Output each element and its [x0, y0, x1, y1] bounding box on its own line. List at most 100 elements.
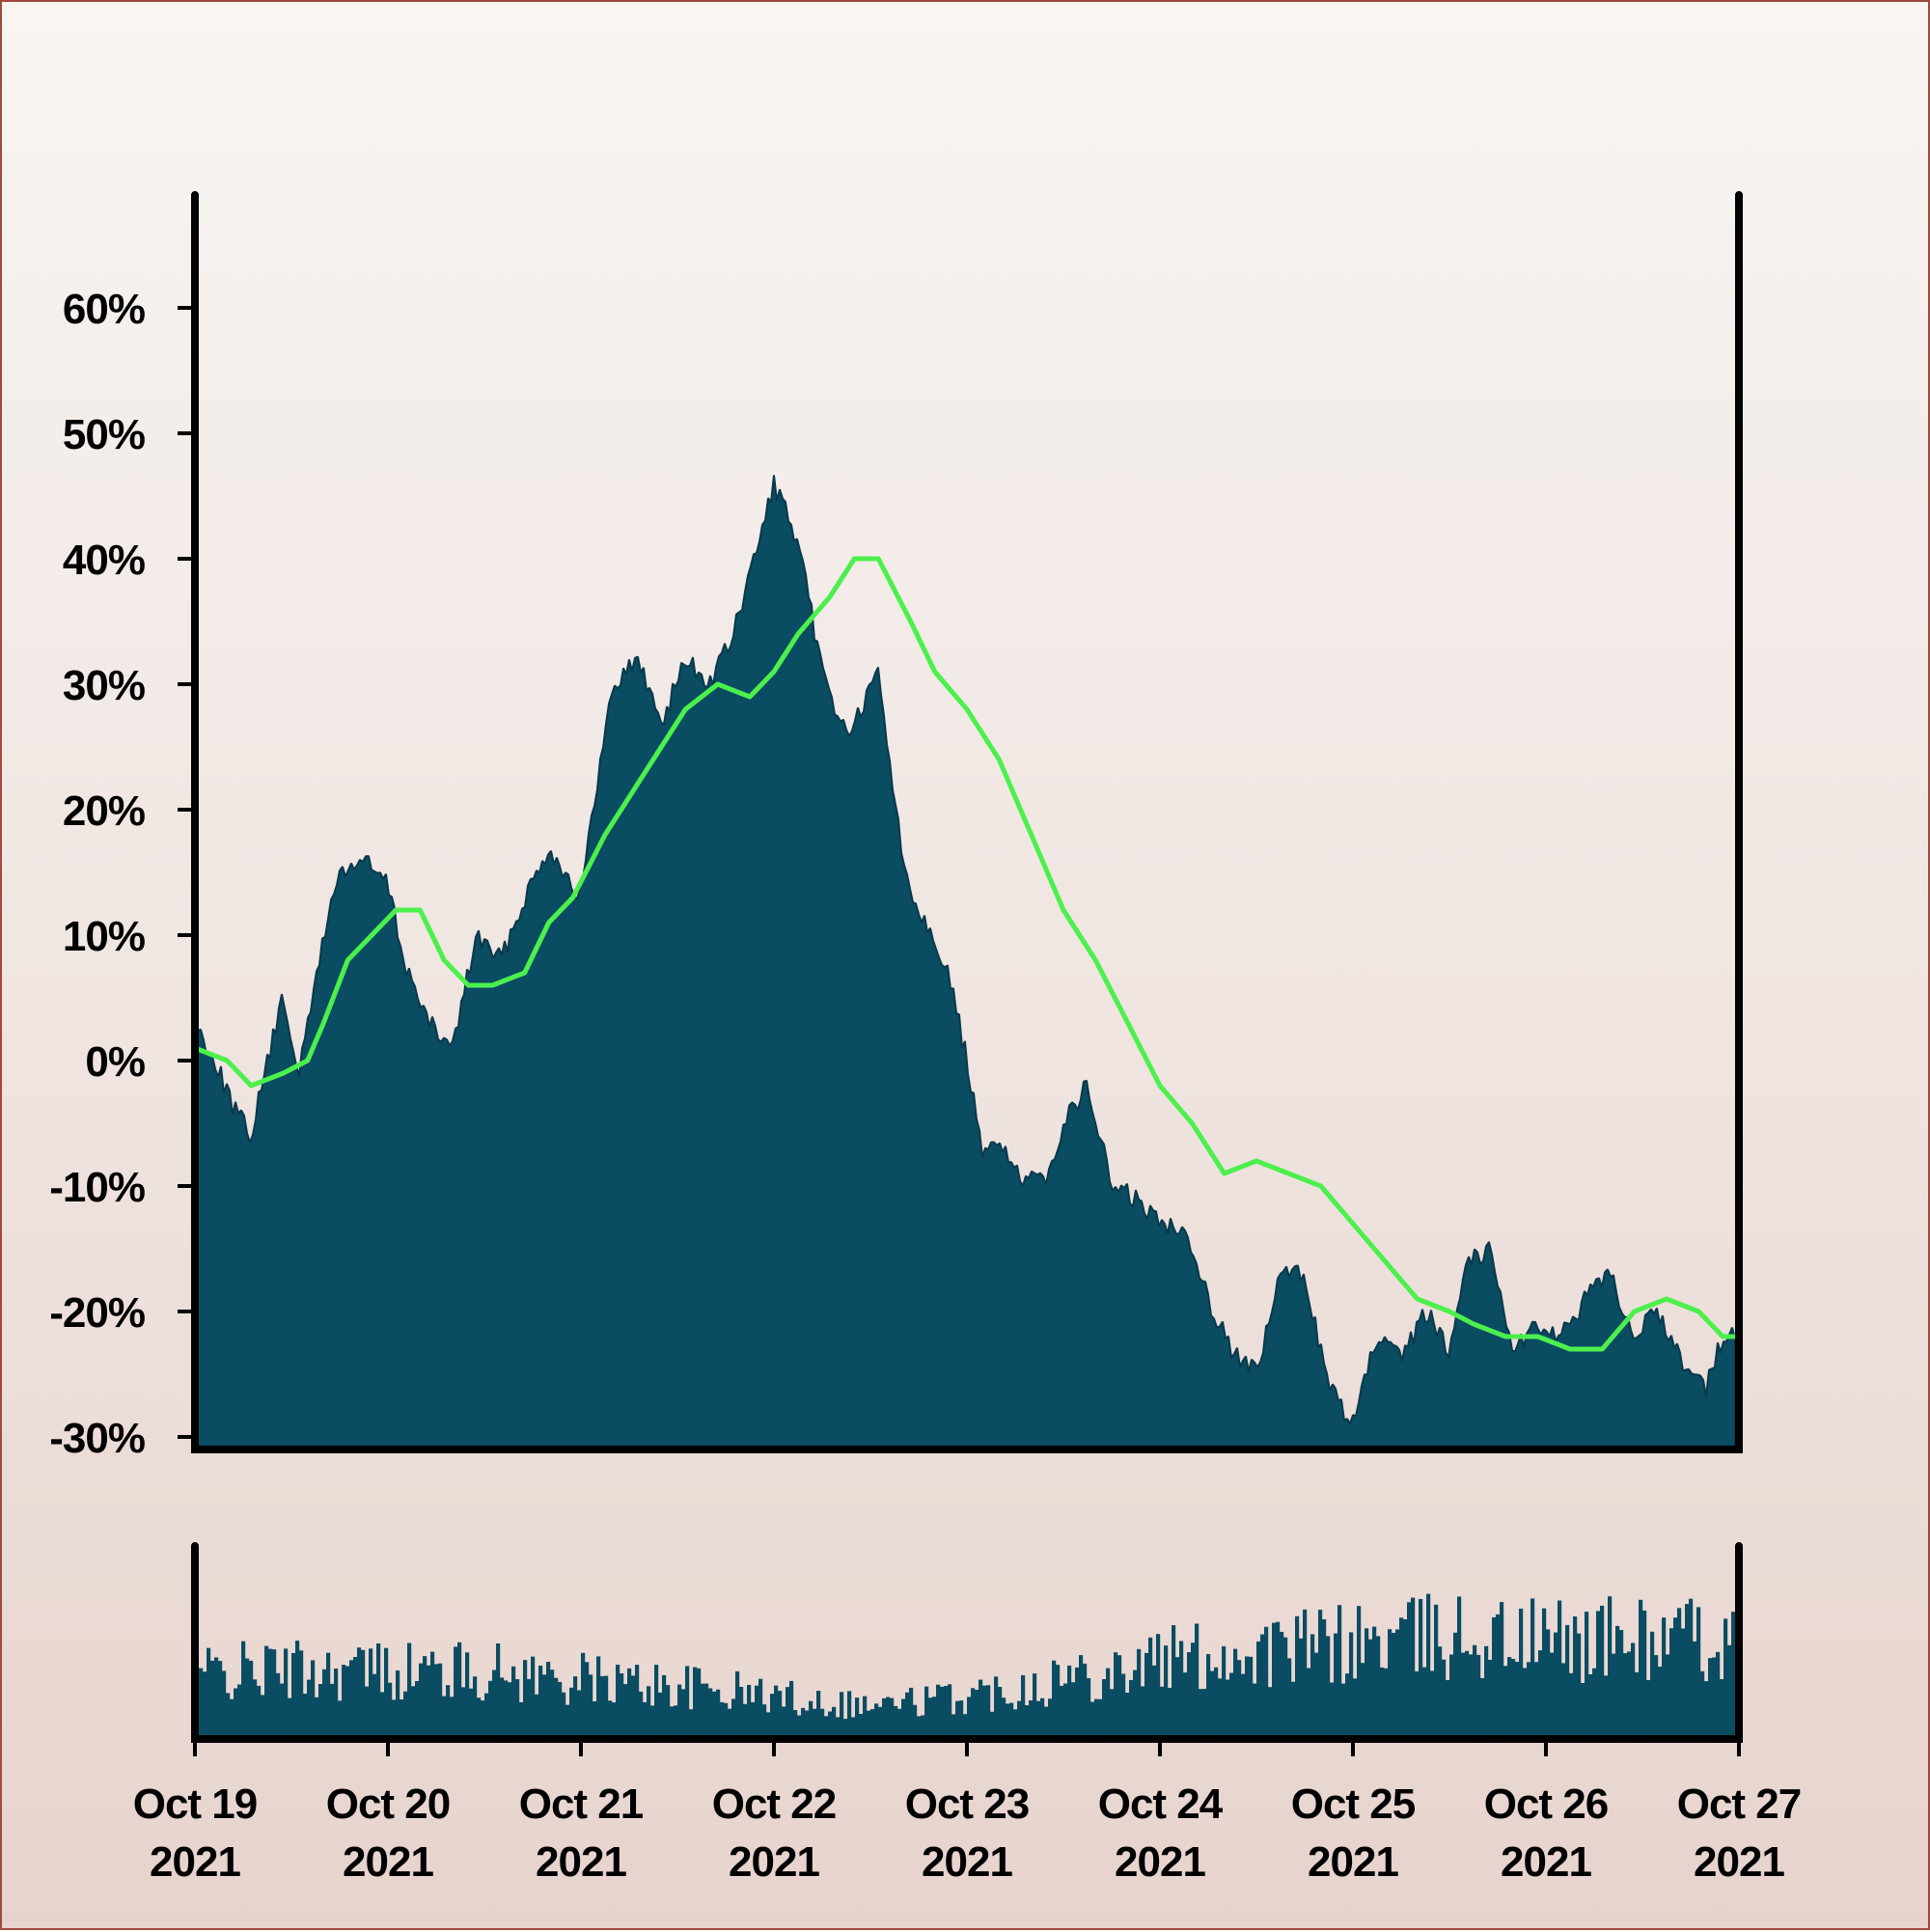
volume-bar	[322, 1669, 327, 1739]
volume-bar	[944, 1686, 949, 1739]
volume-bar	[1268, 1687, 1273, 1739]
volume-bar	[998, 1687, 1003, 1739]
volume-bar	[376, 1643, 381, 1739]
volume-bar	[1036, 1700, 1041, 1739]
volume-bar	[1044, 1706, 1049, 1739]
volume-bar	[1716, 1651, 1721, 1739]
volume-bar	[284, 1648, 289, 1739]
volume-bar	[450, 1697, 455, 1739]
volume-bar	[1183, 1672, 1188, 1739]
volume-bar	[901, 1698, 906, 1739]
volume-bar	[1704, 1681, 1709, 1739]
volume-bar	[979, 1679, 983, 1739]
volume-bar	[828, 1711, 833, 1739]
volume-bar	[334, 1669, 339, 1739]
volume-bar	[562, 1692, 566, 1739]
volume-bar	[1642, 1610, 1647, 1739]
volume-bar	[1021, 1674, 1026, 1739]
volume-bar	[990, 1711, 995, 1739]
volume-bar	[500, 1677, 505, 1739]
volume-bar	[1600, 1605, 1605, 1739]
volume-bar	[546, 1662, 551, 1739]
volume-bar	[1527, 1662, 1531, 1739]
volume-bar	[1558, 1600, 1562, 1739]
volume-bar	[365, 1686, 370, 1739]
x-tick-label-year: 2021	[536, 1838, 626, 1886]
volume-bar	[427, 1665, 431, 1739]
x-tick-label-date: Oct 26	[1484, 1780, 1609, 1828]
volume-bar	[712, 1691, 717, 1739]
volume-bar	[836, 1717, 841, 1739]
volume-bar	[666, 1685, 671, 1739]
volume-bar	[1573, 1616, 1578, 1739]
volume-bar	[897, 1708, 902, 1739]
volume-bar	[739, 1687, 744, 1739]
volume-bar	[620, 1673, 624, 1739]
volume-bar	[338, 1700, 343, 1739]
x-tick-label-date: Oct 20	[326, 1780, 451, 1828]
volume-bar	[1033, 1673, 1037, 1739]
volume-bar	[1546, 1629, 1551, 1739]
volume-bar	[1407, 1602, 1412, 1739]
volume-bar	[508, 1682, 512, 1739]
volume-bar	[1318, 1610, 1323, 1739]
volume-bar	[268, 1648, 273, 1739]
volume-bar	[797, 1715, 802, 1739]
volume-bar	[1241, 1673, 1246, 1739]
volume-bar	[1199, 1689, 1203, 1739]
volume-bar	[643, 1701, 648, 1739]
volume-bar	[832, 1706, 837, 1739]
volume-bar	[616, 1665, 620, 1739]
volume-bar	[1090, 1701, 1095, 1739]
volume-bar	[1222, 1645, 1227, 1739]
volume-bar	[593, 1701, 597, 1739]
volume-bar	[1388, 1629, 1392, 1739]
volume-bar	[840, 1692, 844, 1739]
volume-bar	[291, 1652, 296, 1739]
volume-bar	[894, 1705, 898, 1739]
volume-bar	[1646, 1680, 1651, 1739]
volume-bar	[1395, 1629, 1400, 1739]
volume-bar	[492, 1670, 497, 1739]
volume-bar	[573, 1676, 578, 1739]
volume-bar	[1341, 1683, 1346, 1739]
volume-bar	[662, 1674, 667, 1739]
volume-bar	[975, 1690, 979, 1739]
volume-bar	[1056, 1665, 1061, 1739]
volume-bar	[357, 1647, 362, 1739]
volume-bar	[454, 1646, 458, 1739]
volume-bar	[1534, 1662, 1539, 1739]
volume-bar	[1067, 1665, 1072, 1739]
volume-bar	[1658, 1667, 1663, 1739]
volume-bar	[1110, 1689, 1115, 1739]
x-tick-label-date: Oct 22	[712, 1780, 837, 1828]
volume-bar	[1457, 1596, 1462, 1739]
volume-bar	[237, 1684, 242, 1739]
volume-bar	[504, 1680, 509, 1739]
volume-bar	[1075, 1667, 1080, 1739]
volume-bar	[847, 1691, 852, 1739]
volume-bar	[430, 1651, 435, 1739]
volume-bar	[994, 1676, 999, 1739]
volume-bar	[1469, 1654, 1474, 1739]
volume-bar	[1002, 1697, 1006, 1739]
volume-bar	[210, 1660, 215, 1739]
volume-bar	[214, 1657, 219, 1739]
volume-bar	[230, 1698, 234, 1739]
volume-bar	[874, 1703, 879, 1739]
volume-bar	[203, 1671, 207, 1739]
volume-bar	[1550, 1652, 1555, 1739]
volume-bar	[639, 1691, 644, 1739]
volume-bar	[1569, 1672, 1574, 1739]
volume-bar	[585, 1662, 590, 1739]
volume-bar	[1349, 1632, 1354, 1739]
volume-bar	[747, 1685, 752, 1739]
volume-bar	[1168, 1688, 1172, 1739]
volume-bar	[1530, 1598, 1535, 1739]
volume-bar	[1422, 1667, 1427, 1739]
volume-bar	[1334, 1633, 1338, 1739]
x-tick-label-year: 2021	[343, 1838, 433, 1886]
y-tick-label: -10%	[49, 1164, 145, 1211]
volume-bar	[1492, 1616, 1497, 1739]
main-axis-frame	[191, 191, 1743, 1453]
